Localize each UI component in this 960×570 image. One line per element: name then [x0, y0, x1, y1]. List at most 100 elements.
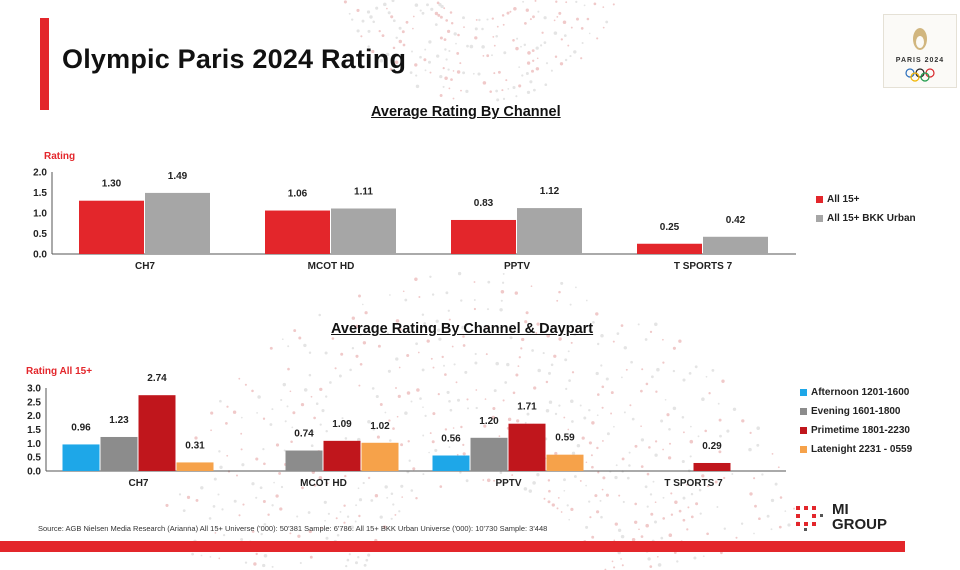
background-dot [297, 534, 301, 538]
background-dot [741, 419, 745, 423]
background-dot [753, 532, 755, 535]
background-dot [456, 70, 461, 74]
background-dot [625, 368, 628, 371]
background-dot [313, 483, 317, 487]
background-dot [443, 38, 447, 41]
background-dot [496, 25, 499, 28]
chart2-category-label: CH7 [128, 478, 148, 489]
background-dot [365, 558, 369, 562]
background-dot [536, 322, 540, 326]
background-dot [656, 555, 659, 558]
background-dot [554, 451, 558, 456]
legend-swatch-primetime [800, 427, 807, 434]
background-dot [349, 368, 352, 372]
background-dot [662, 496, 665, 499]
background-dot [444, 373, 447, 376]
background-dot [357, 487, 360, 490]
background-dot [686, 528, 689, 531]
background-dot [585, 461, 588, 464]
background-dot [501, 89, 504, 92]
background-dot [770, 498, 775, 503]
background-dot [240, 538, 244, 541]
background-dot [630, 360, 633, 364]
background-dot [548, 371, 551, 375]
background-dot [395, 319, 400, 323]
background-dot [708, 392, 711, 395]
background-dot [394, 72, 397, 75]
background-dot [500, 290, 505, 294]
background-dot [398, 366, 401, 369]
background-dot [588, 408, 591, 412]
background-dot [397, 394, 401, 398]
chart1-legend: All 15+ All 15+ BKK Urban [816, 190, 916, 228]
background-dot [496, 98, 500, 102]
background-dot [621, 564, 624, 567]
background-dot [676, 560, 679, 563]
chart2-y-tick-label: 2.5 [27, 397, 41, 408]
background-dot [516, 419, 520, 423]
background-dot [617, 528, 622, 532]
background-dot [501, 281, 505, 284]
background-dot [581, 436, 585, 440]
background-dot [241, 463, 245, 467]
background-dot [212, 505, 216, 508]
background-dot [535, 67, 540, 71]
background-dot [238, 377, 241, 380]
background-dot [512, 39, 515, 42]
background-dot [369, 15, 373, 19]
chart2-data-label: 1.23 [109, 415, 129, 426]
background-dot [556, 16, 559, 18]
background-dot [505, 79, 508, 82]
background-dot [452, 70, 455, 72]
background-dot [324, 351, 328, 355]
chart2-plot: 0.0 0.5 1.0 1.5 2.0 2.5 3.0 CH7 0.96 1.23 2.74 0.31… [27, 373, 786, 489]
background-dot [690, 515, 694, 519]
background-dot [376, 435, 380, 439]
background-dot [701, 397, 705, 401]
background-dot [613, 566, 616, 569]
background-dot [575, 0, 578, 3]
background-dot [771, 453, 774, 455]
chart2-category-label: MCOT HD [300, 478, 347, 489]
background-dot [600, 364, 603, 367]
background-dot [716, 506, 719, 508]
mi-dots-icon [796, 506, 823, 531]
background-dot [447, 68, 450, 71]
background-dot [645, 523, 649, 528]
background-dot [405, 20, 409, 24]
background-dot [689, 455, 692, 458]
background-dot [590, 454, 593, 457]
background-dot [255, 552, 258, 556]
page-title: Olympic Paris 2024 Rating [62, 44, 407, 74]
background-dot [262, 417, 266, 420]
background-dot [387, 332, 389, 335]
background-dot [547, 500, 551, 504]
background-dot [359, 333, 362, 336]
background-dot [388, 419, 391, 422]
background-dot [401, 496, 404, 498]
chart1-y-tick-label: 0.0 [33, 250, 47, 261]
background-dot [560, 38, 563, 41]
background-dot [532, 59, 535, 62]
background-dot [567, 350, 570, 353]
background-dot [498, 326, 501, 329]
background-dot [569, 55, 572, 58]
background-dot [553, 19, 556, 22]
background-dot [634, 444, 638, 448]
background-dot [547, 479, 551, 482]
background-dot [602, 6, 605, 8]
background-dot [640, 438, 645, 442]
background-dot [398, 510, 401, 513]
background-dot [346, 558, 350, 562]
background-dot [602, 476, 606, 480]
background-dot [445, 291, 449, 295]
background-dot [429, 71, 432, 74]
background-dot [251, 389, 254, 393]
background-dot [515, 46, 519, 51]
mi-group-wordmark: MI GROUP [832, 502, 887, 532]
background-dot [512, 85, 516, 90]
chart2-data-label: 0.31 [185, 440, 205, 451]
background-dot [571, 451, 576, 456]
background-dot [599, 499, 602, 502]
legend-swatch-bkk [816, 215, 823, 222]
